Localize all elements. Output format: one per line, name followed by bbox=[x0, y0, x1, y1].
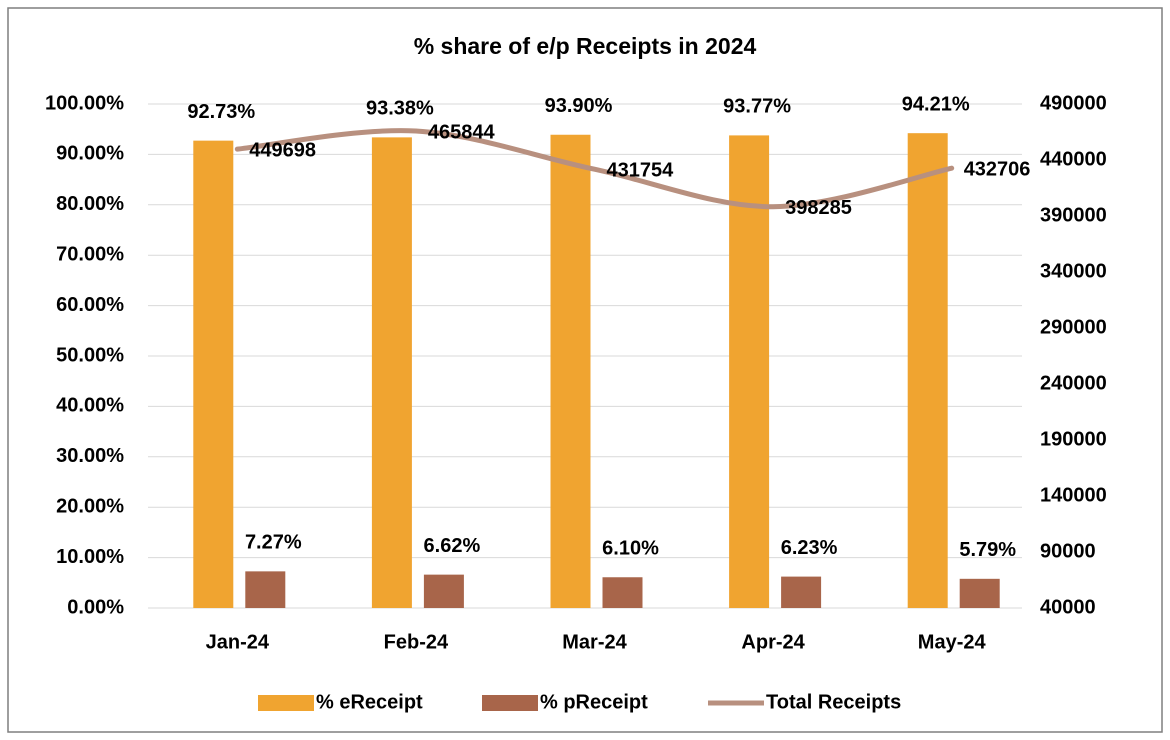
legend-label: Total Receipts bbox=[766, 691, 901, 713]
data-label: 449698 bbox=[249, 139, 316, 161]
data-label: 94.21% bbox=[902, 93, 970, 115]
x-tick-label: May-24 bbox=[918, 631, 987, 653]
y-tick-label: 70.00% bbox=[56, 243, 124, 265]
data-label: 398285 bbox=[785, 197, 852, 219]
y2-tick-label: 40000 bbox=[1040, 596, 1096, 618]
legend-label: % eReceipt bbox=[316, 691, 423, 713]
y-tick-label: 80.00% bbox=[56, 193, 124, 215]
y2-tick-label: 490000 bbox=[1040, 92, 1107, 114]
line bbox=[234, 128, 955, 210]
y-tick-label: 20.00% bbox=[56, 495, 124, 517]
data-label: 432706 bbox=[964, 158, 1031, 180]
y2-tick-label: 390000 bbox=[1040, 204, 1107, 226]
x-tick-label: Jan-24 bbox=[206, 631, 270, 653]
y-tick-label: 60.00% bbox=[56, 294, 124, 316]
x-tick-label: Feb-24 bbox=[384, 631, 449, 653]
y2-tick-label: 440000 bbox=[1040, 148, 1107, 170]
y2-tick-label: 140000 bbox=[1040, 484, 1107, 506]
y-tick-label: 0.00% bbox=[67, 596, 124, 618]
y2-tick-label: 240000 bbox=[1040, 372, 1107, 394]
x-tick-label: Apr-24 bbox=[741, 631, 805, 653]
data-label: 6.62% bbox=[424, 535, 481, 557]
data-label: 5.79% bbox=[959, 539, 1016, 561]
data-label: 6.10% bbox=[602, 538, 659, 560]
bar bbox=[602, 577, 643, 608]
data-label: 93.38% bbox=[366, 98, 434, 120]
y2-tick-label: 290000 bbox=[1040, 316, 1107, 338]
legend-label: % pReceipt bbox=[540, 691, 648, 713]
data-label: 93.90% bbox=[545, 95, 613, 117]
y-tick-label: 40.00% bbox=[56, 395, 124, 417]
bar bbox=[193, 140, 234, 608]
legend-swatch bbox=[258, 695, 314, 711]
bar bbox=[907, 133, 948, 609]
bar bbox=[423, 574, 464, 608]
bar bbox=[371, 137, 412, 608]
data-label: 431754 bbox=[607, 160, 675, 182]
y2-tick-label: 340000 bbox=[1040, 260, 1107, 282]
y2-tick-label: 190000 bbox=[1040, 428, 1107, 450]
data-label: 465844 bbox=[428, 121, 496, 143]
x-tick-label: Mar-24 bbox=[562, 631, 627, 653]
data-label: 92.73% bbox=[187, 101, 255, 123]
bar bbox=[245, 571, 286, 608]
data-label: 93.77% bbox=[723, 96, 791, 118]
y-tick-label: 100.00% bbox=[45, 92, 124, 114]
y2-tick-label: 90000 bbox=[1040, 540, 1096, 562]
y-tick-label: 30.00% bbox=[56, 445, 124, 467]
data-label: 7.27% bbox=[245, 532, 302, 554]
bar bbox=[729, 135, 770, 608]
y-tick-label: 90.00% bbox=[56, 143, 124, 165]
bar bbox=[550, 134, 591, 608]
data-label: 6.23% bbox=[781, 537, 838, 559]
y-tick-label: 10.00% bbox=[56, 546, 124, 568]
bar bbox=[781, 576, 822, 608]
legend-swatch bbox=[482, 695, 538, 711]
bar bbox=[959, 578, 1000, 608]
chart-title: % share of e/p Receipts in 2024 bbox=[414, 33, 757, 59]
y-tick-label: 50.00% bbox=[56, 344, 124, 366]
